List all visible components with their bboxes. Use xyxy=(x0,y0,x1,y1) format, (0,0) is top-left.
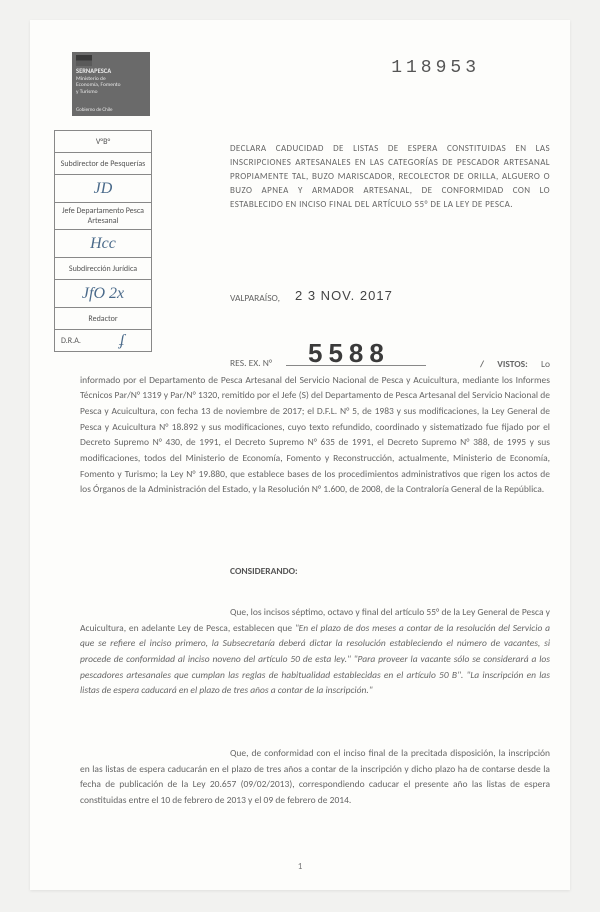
logo-line1: SERNAPESCA xyxy=(76,68,146,76)
considerando-para-2: Que, de conformidad con el inciso final … xyxy=(80,746,550,809)
resolution-title: DECLARA CADUCIDAD DE LISTAS DE ESPERA CO… xyxy=(230,142,550,212)
document-number: 118953 xyxy=(391,58,480,78)
agency-logo: SERNAPESCA Ministerio de Economía, Fomen… xyxy=(72,52,150,116)
logo-gob: Gobierno de Chile xyxy=(76,107,113,113)
date-stamp: 2 3 NOV. 2017 xyxy=(295,288,393,303)
logo-line4: y Turismo xyxy=(76,89,146,96)
city-label: VALPARAÍSO, xyxy=(230,292,280,304)
approval-dra-label: D.R.A. xyxy=(61,336,81,346)
approval-jefe-label: Jefe Departamento Pesca Artesanal xyxy=(55,203,152,230)
logo-line2: Ministerio de xyxy=(76,76,146,83)
approval-redactor-label: Redactor xyxy=(55,308,152,330)
approval-dra: D.R.A. ʄ xyxy=(55,330,152,352)
approval-juridica-sig: JfO 2x xyxy=(55,280,152,308)
approval-subdirector-label: Subdirector de Pesquerías xyxy=(55,153,152,175)
document-page: SERNAPESCA Ministerio de Economía, Fomen… xyxy=(30,20,570,890)
signature-icon: Hcc xyxy=(90,235,116,253)
flag-icon xyxy=(76,55,92,66)
approval-jefe-sig: Hcc xyxy=(55,230,152,258)
approval-table: V°B° Subdirector de Pesquerías JD Jefe D… xyxy=(54,130,152,352)
page-number: 1 xyxy=(298,861,303,872)
approval-vb: V°B° xyxy=(55,131,152,153)
vistos-paragraph: / VISTOS: Lo informado por el Departamen… xyxy=(80,357,550,498)
vistos-label: / VISTOS: xyxy=(480,358,528,370)
considerando-heading: CONSIDERANDO: xyxy=(230,565,298,577)
considerando-para-1: Que, los incisos séptimo, octavo y final… xyxy=(80,605,550,699)
vistos-text: Lo informado por el Departamento de Pesc… xyxy=(80,358,550,495)
logo-line3: Economía, Fomento xyxy=(76,82,146,89)
signature-icon: JD xyxy=(94,180,113,198)
approval-subdirector-sig: JD xyxy=(55,175,152,203)
approval-juridica-label: Subdirección Jurídica xyxy=(55,258,152,280)
signature-icon: ʄ xyxy=(120,332,125,350)
signature-icon: JfO 2x xyxy=(82,285,124,303)
